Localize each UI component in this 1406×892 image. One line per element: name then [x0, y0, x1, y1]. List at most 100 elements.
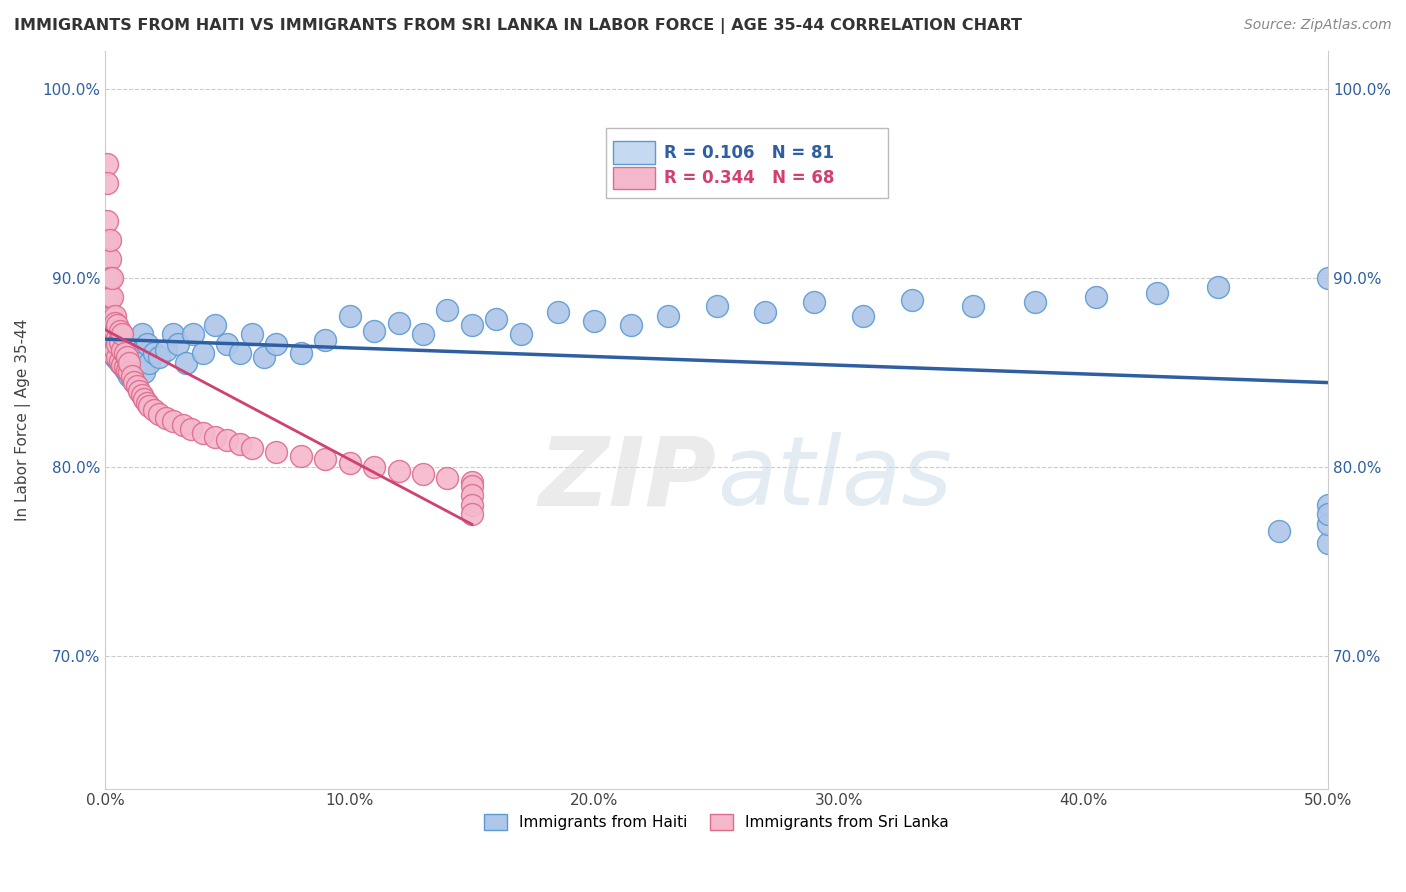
Point: [96, 214, 118, 228]
Point: [98, 233, 121, 247]
Point: [96, 252, 118, 266]
Point: [1146, 285, 1168, 300]
Point: [108, 346, 131, 360]
Point: [96, 309, 118, 323]
Point: [240, 441, 263, 455]
Point: [436, 471, 458, 485]
Point: [583, 314, 606, 328]
Point: [101, 316, 124, 330]
Point: [132, 365, 155, 379]
Point: [461, 475, 484, 489]
Point: [339, 309, 361, 323]
Point: [620, 318, 643, 332]
Point: [264, 444, 287, 458]
Point: [387, 316, 409, 330]
Point: [104, 319, 127, 334]
Point: [1317, 270, 1340, 285]
Point: [118, 369, 141, 384]
Point: [181, 327, 204, 342]
Point: [412, 467, 434, 482]
Point: [114, 359, 136, 374]
Point: [115, 365, 138, 379]
Point: [290, 346, 312, 360]
FancyBboxPatch shape: [606, 128, 887, 198]
Text: R = 0.106   N = 81: R = 0.106 N = 81: [664, 144, 834, 161]
Point: [111, 343, 134, 357]
Point: [901, 293, 924, 308]
Point: [101, 270, 124, 285]
Point: [174, 356, 197, 370]
Point: [105, 318, 128, 332]
Point: [509, 327, 531, 342]
Point: [240, 327, 263, 342]
Text: IMMIGRANTS FROM HAITI VS IMMIGRANTS FROM SRI LANKA IN LABOR FORCE | AGE 35-44 CO: IMMIGRANTS FROM HAITI VS IMMIGRANTS FROM…: [14, 18, 1022, 34]
FancyBboxPatch shape: [613, 168, 655, 189]
Point: [228, 346, 250, 360]
Point: [98, 331, 121, 345]
Point: [101, 346, 124, 360]
Point: [461, 318, 484, 332]
Point: [96, 327, 118, 342]
Point: [290, 449, 312, 463]
Point: [1084, 290, 1107, 304]
Point: [108, 354, 131, 368]
Point: [104, 341, 127, 355]
Point: [204, 318, 226, 332]
Text: Source: ZipAtlas.com: Source: ZipAtlas.com: [1244, 18, 1392, 32]
Point: [98, 343, 121, 357]
Point: [547, 305, 569, 319]
Point: [191, 346, 214, 360]
Point: [155, 343, 177, 357]
Point: [101, 309, 124, 323]
Point: [339, 456, 361, 470]
Point: [111, 327, 134, 342]
Point: [114, 361, 136, 376]
Point: [657, 309, 679, 323]
Point: [105, 352, 128, 367]
Point: [105, 331, 128, 345]
Point: [132, 392, 155, 406]
Point: [114, 352, 136, 367]
Point: [96, 318, 118, 332]
Point: [706, 299, 728, 313]
Point: [121, 371, 143, 385]
Point: [98, 312, 121, 326]
Point: [115, 363, 138, 377]
Point: [387, 464, 409, 478]
Point: [118, 356, 141, 370]
Point: [101, 290, 124, 304]
Point: [204, 429, 226, 443]
Point: [125, 346, 148, 360]
Point: [105, 334, 128, 349]
Point: [108, 337, 131, 351]
Point: [101, 337, 124, 351]
Point: [104, 343, 127, 357]
Text: R = 0.344   N = 68: R = 0.344 N = 68: [664, 169, 834, 187]
Point: [125, 378, 148, 392]
Point: [1317, 535, 1340, 549]
Point: [803, 295, 825, 310]
Point: [461, 498, 484, 512]
Point: [167, 337, 190, 351]
Text: atlas: atlas: [717, 432, 952, 525]
Point: [461, 507, 484, 521]
Legend: Immigrants from Haiti, Immigrants from Sri Lanka: Immigrants from Haiti, Immigrants from S…: [478, 808, 955, 836]
FancyBboxPatch shape: [613, 142, 655, 163]
Point: [98, 327, 121, 342]
Point: [1024, 295, 1046, 310]
Point: [118, 365, 141, 379]
Point: [461, 488, 484, 502]
Point: [148, 350, 170, 364]
Point: [1317, 498, 1340, 512]
Point: [124, 375, 146, 389]
Point: [412, 327, 434, 342]
Point: [314, 452, 336, 467]
Point: [228, 437, 250, 451]
Point: [1317, 507, 1340, 521]
Point: [105, 343, 128, 357]
Point: [115, 356, 138, 370]
Point: [162, 415, 184, 429]
Point: [1317, 516, 1340, 531]
Point: [98, 309, 121, 323]
Point: [98, 322, 121, 336]
